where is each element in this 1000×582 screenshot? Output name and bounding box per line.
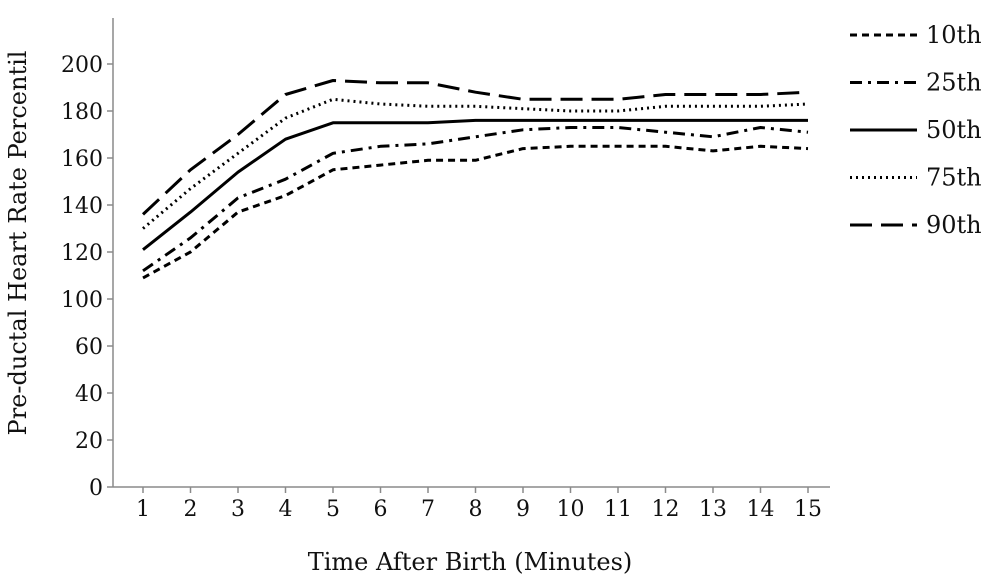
legend: 10th 25th 50th 75th 90th (850, 21, 982, 239)
x-tick-label: 15 (794, 497, 822, 522)
x-tick-label: 5 (326, 497, 340, 522)
x-tick-label: 13 (699, 497, 727, 522)
y-tick-label: 200 (61, 53, 103, 78)
x-axis-title: Time After Birth (Minutes) (308, 548, 633, 576)
series-line-10th (142, 144, 809, 280)
x-tick-label: 11 (604, 497, 632, 522)
legend-label: 10th (926, 21, 982, 49)
y-tick-label: 180 (61, 100, 103, 125)
y-tick-label: 140 (61, 194, 103, 219)
y-tick-label: 20 (75, 429, 103, 454)
y-tick-label: 0 (89, 476, 103, 501)
y-tick-label: 60 (75, 335, 103, 360)
x-tick-label: 4 (279, 497, 293, 522)
series-line-25th (142, 126, 809, 273)
chart-axes (112, 18, 830, 488)
series-line-90th (141, 79, 809, 216)
x-tick-label: 6 (374, 497, 388, 522)
x-tick-label: 12 (652, 497, 680, 522)
x-tick-label: 3 (231, 497, 245, 522)
x-tick-label: 1 (136, 497, 150, 522)
series-lines (141, 79, 809, 280)
x-tick-label: 9 (516, 497, 530, 522)
x-tick-label: 8 (469, 497, 483, 522)
legend-label: 75th (926, 164, 982, 192)
y-axis-ticks: 0 20 40 60 100 120 140 160 180 200 (61, 53, 113, 501)
x-tick-label: 7 (421, 497, 435, 522)
y-tick-label: 100 (61, 288, 103, 313)
y-tick-label: 40 (75, 382, 103, 407)
x-tick-label: 14 (747, 497, 775, 522)
y-tick-label: 120 (61, 241, 103, 266)
x-axis-ticks: 1 2 3 4 5 6 7 8 9 10 11 12 13 14 15 (136, 487, 822, 522)
y-tick-label: 160 (61, 147, 103, 172)
legend-label: 25th (926, 69, 982, 97)
legend-label: 90th (926, 211, 982, 239)
y-axis-title: Pre-ductal Heart Rate Percentil (4, 51, 32, 436)
legend-label: 50th (926, 116, 982, 144)
x-tick-label: 10 (557, 497, 585, 522)
series-line-50th (142, 118, 808, 251)
x-tick-label: 2 (184, 497, 198, 522)
